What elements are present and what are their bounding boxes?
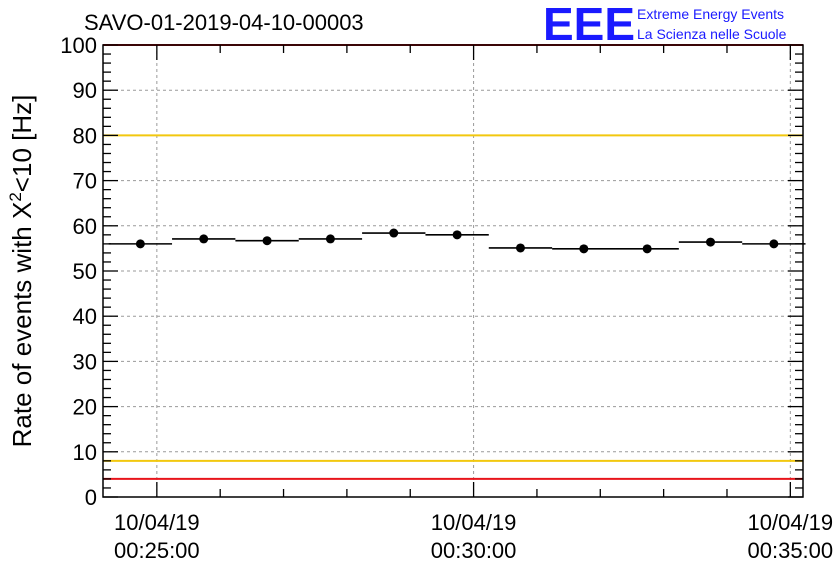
x-tick-date-label: 10/04/19 [748,510,834,535]
y-tick-label: 10 [73,440,97,465]
y-tick-label: 70 [73,169,97,194]
data-point [706,237,716,247]
logo-line-2: La Scienza nelle Scuole [637,26,787,42]
y-tick-label: 100 [60,33,97,58]
data-point [515,243,525,253]
axes: 0 10 20 30 40 50 60 70 80 90 100 10/04/19 00:25:00 10… [60,33,833,563]
data-point [199,234,209,244]
x-tick-time-label: 00:25:00 [114,538,200,563]
y-tick-label: 90 [73,78,97,103]
grid [103,45,803,497]
y-tick-label: 0 [85,485,97,510]
data-point [452,230,462,240]
y-tick-label: 60 [73,214,97,239]
logo-mark: EEE [543,0,635,50]
x-tick-date-label: 10/04/19 [431,510,517,535]
y-tick-label: 50 [73,259,97,284]
logo-line-1: Extreme Energy Events [637,6,784,22]
data-series [108,228,806,254]
data-point [135,239,145,249]
y-axis-label-prefix: Rate of events with X [7,202,37,448]
y-tick-label: 20 [73,395,97,420]
x-tick-time-label: 00:30:00 [431,538,517,563]
data-point [579,244,589,254]
x-tick-date-label: 10/04/19 [114,510,200,535]
y-axis-label-superscript: 2 [6,192,25,201]
data-point [389,228,399,238]
data-point [325,234,335,244]
y-tick-label: 30 [73,349,97,374]
chart-title: SAVO-01-2019-04-10-00003 [84,10,364,35]
data-point [769,239,779,249]
eee-logo: EEE Extreme Energy Events La Scienza nel… [543,0,787,50]
data-point [262,236,272,246]
y-axis-label-suffix: <10 [Hz] [7,95,37,193]
y-tick-label: 80 [73,123,97,148]
y-tick-label: 40 [73,304,97,329]
threshold-lines [103,44,803,480]
y-axis-label: Rate of events with X2<10 [Hz] [6,95,37,448]
x-tick-time-label: 00:35:00 [748,538,834,563]
data-point [642,244,652,254]
